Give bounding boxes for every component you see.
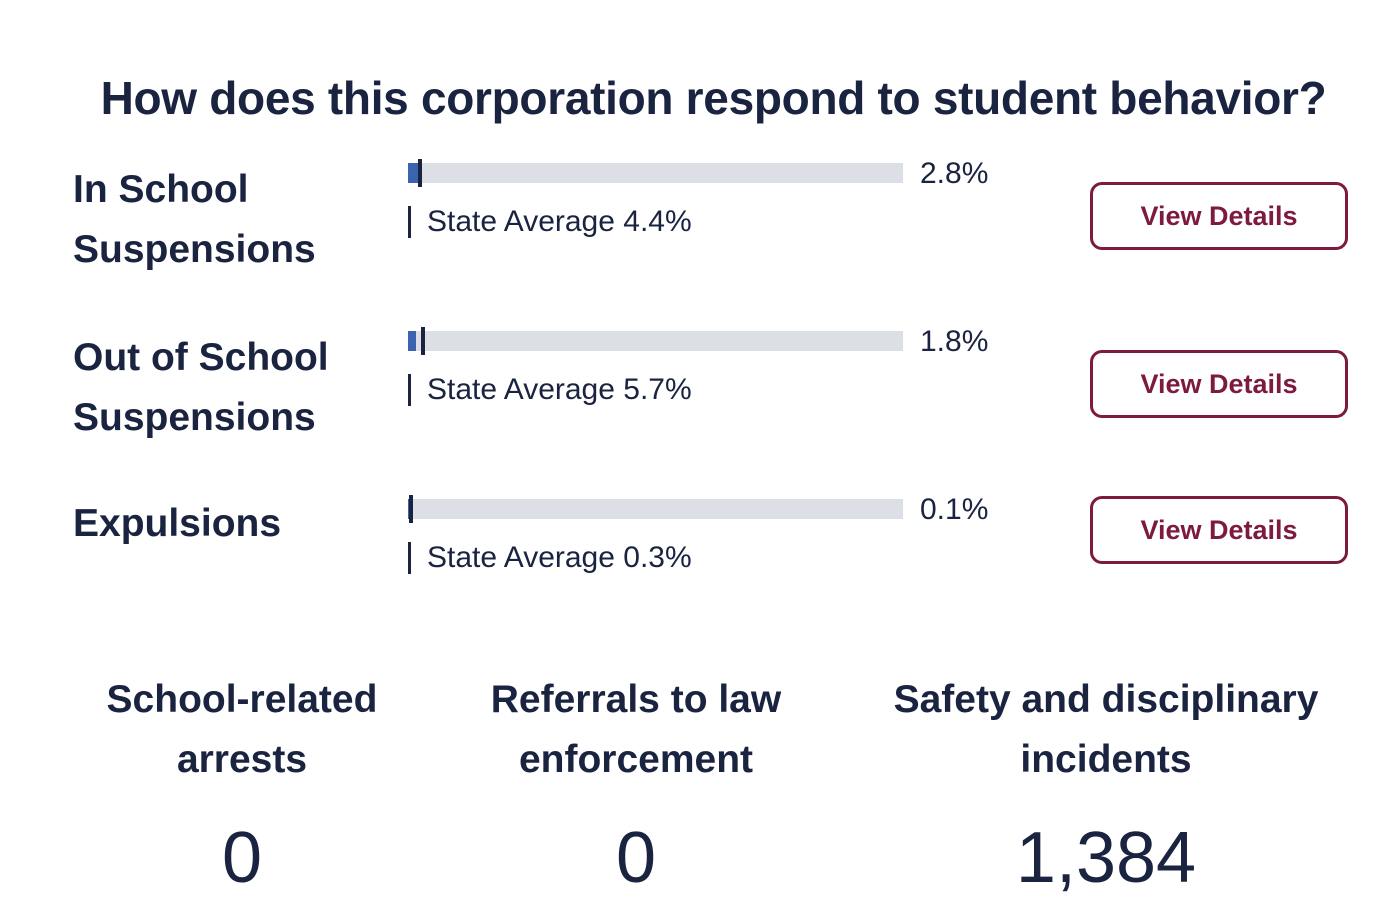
rate-value: 2.8% [920,157,989,190]
metric-label-line1: In School [73,168,249,211]
state-average-marker [417,159,422,187]
state-average-marker [408,495,413,523]
metric-label-line1: Out of School [73,336,329,379]
metric-label-line1: Expulsions [73,502,282,545]
page-title: How does this corporation respond to stu… [100,72,1327,124]
stat-label-line1: Referrals to law [490,678,782,721]
state-average-marker [420,327,425,355]
stat-label: School-related arrests [62,670,422,790]
stat-school-related-arrests: School-related arrests 0 [62,670,422,898]
rate-bar-track [408,159,903,187]
stat-label: Safety and disciplinary incidents [876,670,1336,790]
stat-label: Referrals to law enforcement [456,670,816,790]
rate-value: 0.1% [920,493,989,526]
metric-label: Out of School Suspensions [73,328,373,448]
view-details-button-out-of-school-suspensions[interactable]: View Details [1090,350,1348,418]
stat-label-line2: incidents [1020,738,1192,781]
metric-row-expulsions: Expulsions 0.1% State Average 0.3% View … [0,493,1389,626]
state-average-label: State Average 5.7% [408,374,692,406]
metric-label-line2: Suspensions [73,228,316,271]
stat-safety-and-disciplinary-incidents: Safety and disciplinary incidents 1,384 [876,670,1336,898]
metric-row-in-school-suspensions: In School Suspensions 2.8% State Average… [0,157,1389,290]
stat-value: 0 [221,818,263,898]
view-details-button-expulsions[interactable]: View Details [1090,496,1348,564]
state-average-label: State Average 0.3% [408,542,692,574]
rate-value: 1.8% [920,325,989,358]
stat-label-line1: Safety and disciplinary [893,678,1319,721]
metric-label-line2: Suspensions [73,396,316,439]
metric-label: Expulsions [73,494,373,554]
state-average-label: State Average 4.4% [408,206,692,238]
rate-bar-fill [408,331,417,351]
rate-bar-track [408,327,903,355]
stat-value: 1,384 [1015,818,1197,898]
stat-label-line2: arrests [176,738,308,781]
view-details-button-in-school-suspensions[interactable]: View Details [1090,182,1348,250]
metric-label: In School Suspensions [73,160,373,280]
metric-row-out-of-school-suspensions: Out of School Suspensions 1.8% State Ave… [0,325,1389,458]
stat-label-line1: School-related [106,678,378,721]
stat-referrals-to-law-enforcement: Referrals to law enforcement 0 [456,670,816,898]
rate-bar-track [408,495,903,523]
stat-value: 0 [615,818,657,898]
rate-bar-fill [408,163,421,183]
stat-label-line2: enforcement [518,738,754,781]
